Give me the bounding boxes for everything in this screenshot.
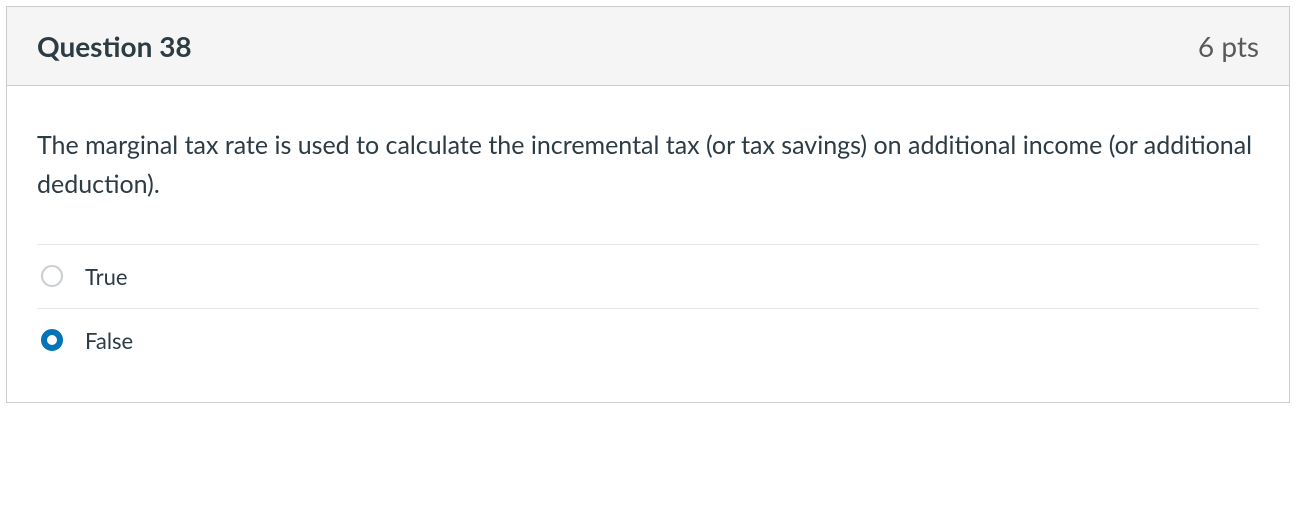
radio-icon bbox=[41, 329, 63, 351]
question-points: 6 pts bbox=[1198, 29, 1259, 63]
answers-list: True False bbox=[37, 244, 1259, 372]
question-title: Question 38 bbox=[37, 29, 192, 63]
question-text: The marginal tax rate is used to calcula… bbox=[37, 126, 1259, 204]
answer-label: False bbox=[85, 327, 133, 354]
answer-label: True bbox=[85, 263, 127, 290]
answer-option-false[interactable]: False bbox=[37, 309, 1259, 372]
question-header: Question 38 6 pts bbox=[7, 7, 1289, 86]
answer-option-true[interactable]: True bbox=[37, 245, 1259, 309]
question-body: The marginal tax rate is used to calcula… bbox=[7, 86, 1289, 402]
radio-icon bbox=[41, 265, 63, 287]
question-card: Question 38 6 pts The marginal tax rate … bbox=[6, 6, 1290, 403]
